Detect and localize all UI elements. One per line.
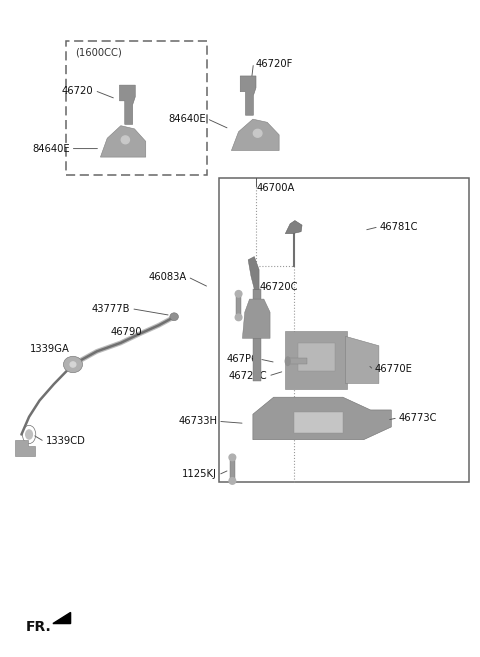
Polygon shape bbox=[242, 299, 270, 338]
Text: 46790: 46790 bbox=[110, 327, 142, 337]
Bar bbox=[253, 289, 261, 381]
Ellipse shape bbox=[285, 357, 290, 365]
Text: 1339CD: 1339CD bbox=[46, 436, 85, 446]
Text: 46725C: 46725C bbox=[228, 371, 267, 380]
Bar bbox=[298, 343, 335, 371]
Polygon shape bbox=[53, 612, 71, 623]
Text: 1339GA: 1339GA bbox=[30, 344, 70, 353]
Circle shape bbox=[26, 430, 33, 439]
Polygon shape bbox=[100, 125, 146, 157]
Text: 46773C: 46773C bbox=[399, 413, 437, 423]
Text: 46733H: 46733H bbox=[178, 417, 217, 426]
Ellipse shape bbox=[235, 290, 242, 297]
Bar bbox=[285, 331, 348, 389]
Polygon shape bbox=[231, 119, 279, 150]
Ellipse shape bbox=[229, 454, 236, 461]
Ellipse shape bbox=[70, 362, 76, 367]
Polygon shape bbox=[253, 397, 391, 440]
Ellipse shape bbox=[253, 129, 262, 137]
Polygon shape bbox=[346, 336, 379, 384]
Polygon shape bbox=[120, 85, 135, 124]
Text: 1125KJ: 1125KJ bbox=[182, 469, 217, 480]
Bar bbox=[236, 294, 241, 317]
Text: 46700A: 46700A bbox=[257, 183, 295, 193]
Polygon shape bbox=[285, 221, 302, 234]
Ellipse shape bbox=[235, 314, 242, 321]
Text: 467P6: 467P6 bbox=[227, 354, 258, 364]
Polygon shape bbox=[15, 440, 35, 456]
Text: 46720F: 46720F bbox=[256, 59, 293, 69]
Text: 43777B: 43777B bbox=[92, 304, 130, 314]
Ellipse shape bbox=[170, 313, 179, 321]
Text: 46720: 46720 bbox=[62, 86, 94, 96]
Bar bbox=[230, 457, 235, 481]
Text: 46083A: 46083A bbox=[148, 273, 187, 283]
Polygon shape bbox=[248, 256, 259, 289]
Text: FR.: FR. bbox=[25, 620, 51, 634]
Text: (1600CC): (1600CC) bbox=[75, 47, 122, 57]
Text: 84640E: 84640E bbox=[168, 114, 205, 124]
Text: 84640E: 84640E bbox=[32, 144, 70, 154]
Polygon shape bbox=[240, 76, 256, 115]
Ellipse shape bbox=[229, 478, 236, 484]
Text: 46720C: 46720C bbox=[259, 283, 298, 292]
Text: 46770E: 46770E bbox=[375, 364, 413, 374]
Ellipse shape bbox=[121, 136, 130, 144]
Ellipse shape bbox=[63, 356, 83, 373]
Bar bbox=[294, 412, 343, 434]
Bar bbox=[288, 358, 307, 365]
Text: 46781C: 46781C bbox=[380, 222, 419, 232]
